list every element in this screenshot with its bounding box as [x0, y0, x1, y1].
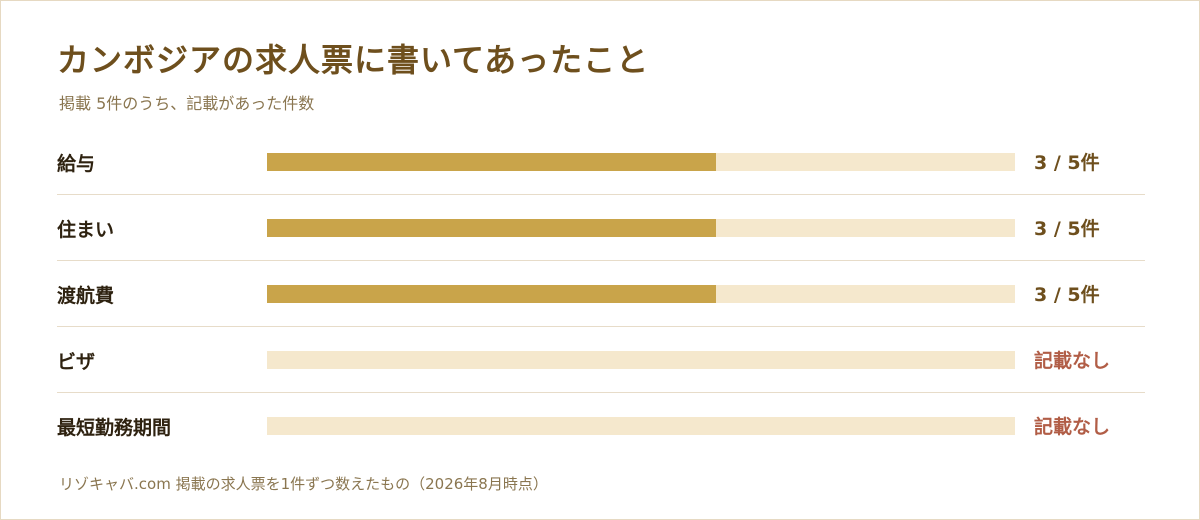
bar-track [267, 285, 1015, 303]
bar-track [267, 417, 1015, 435]
chart-footnote: リゾキャバ.com 掲載の求人票を1件ずつ数えたもの（2026年8月時点） [59, 475, 548, 493]
chart-title: カンボジアの求人票に書いてあったこと [57, 41, 650, 79]
bar-row: 給与 3 / 5件 [57, 129, 1145, 195]
data-label: 記載なし [1034, 416, 1111, 438]
bar-row: ビザ 記載なし [57, 327, 1145, 393]
bar-row: 最短勤務期間 記載なし [57, 393, 1145, 458]
bar-track [267, 351, 1015, 369]
bar [267, 153, 716, 171]
bar-track [267, 153, 1015, 171]
category-label: 住まい [57, 219, 115, 241]
data-label: 記載なし [1034, 350, 1111, 372]
data-label: 3 / 5件 [1034, 284, 1100, 306]
category-label: 最短勤務期間 [57, 417, 172, 439]
data-label: 3 / 5件 [1034, 152, 1100, 174]
data-label: 3 / 5件 [1034, 218, 1100, 240]
category-label: 給与 [57, 153, 96, 175]
bar [267, 219, 716, 237]
bar-track [267, 219, 1015, 237]
category-label: 渡航費 [57, 285, 115, 307]
category-label: ビザ [57, 351, 96, 373]
bar [267, 285, 716, 303]
bar-row: 住まい 3 / 5件 [57, 195, 1145, 261]
bar-rows: 給与 3 / 5件 住まい 3 / 5件 渡航費 3 / 5件 ビザ 記載なし 最短勤務期間 記載… [57, 129, 1145, 458]
chart-subtitle: 掲載 5件のうち、記載があった件数 [59, 94, 315, 113]
bar-row: 渡航費 3 / 5件 [57, 261, 1145, 327]
